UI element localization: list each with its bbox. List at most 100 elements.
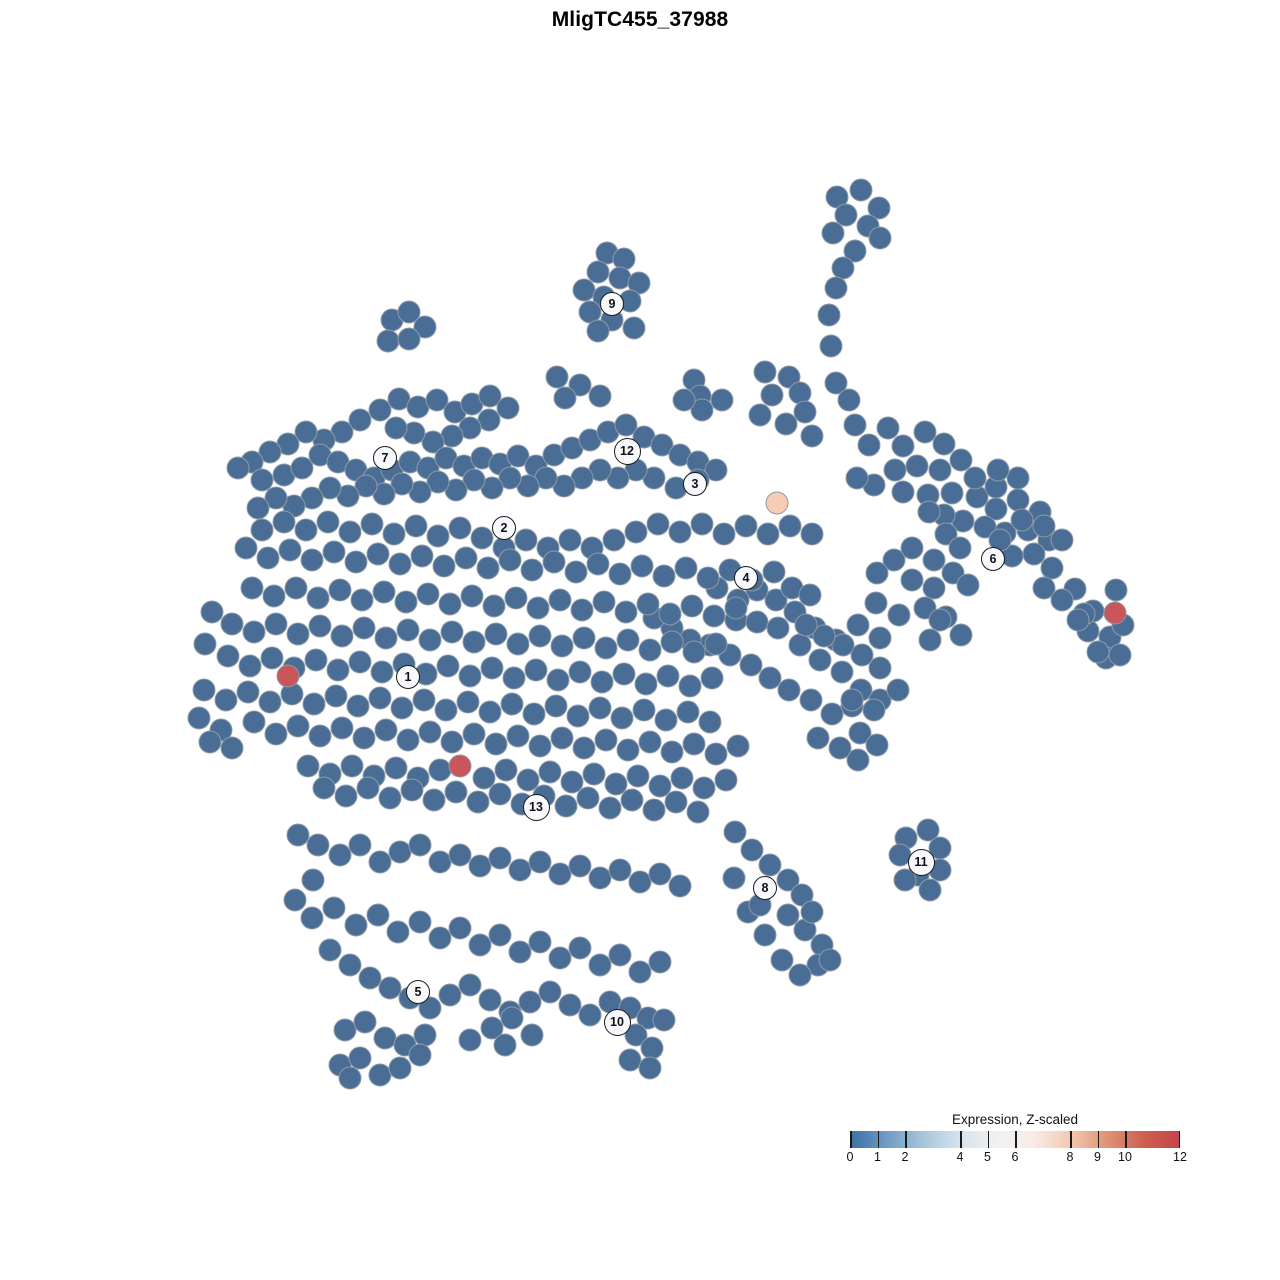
- data-point[interactable]: [568, 936, 592, 960]
- data-point[interactable]: [760, 383, 784, 407]
- data-point[interactable]: [484, 622, 508, 646]
- data-point[interactable]: [528, 850, 552, 874]
- data-point[interactable]: [550, 726, 574, 750]
- data-point[interactable]: [710, 388, 734, 412]
- data-point[interactable]: [776, 868, 800, 892]
- data-point[interactable]: [891, 434, 915, 458]
- data-point[interactable]: [370, 660, 394, 684]
- data-point[interactable]: [788, 963, 812, 987]
- data-point[interactable]: [350, 588, 374, 612]
- data-point[interactable]: [572, 736, 596, 760]
- data-point[interactable]: [658, 602, 682, 626]
- data-point[interactable]: [346, 694, 370, 718]
- data-point[interactable]: [828, 736, 852, 760]
- cluster-label-5[interactable]: 5: [406, 980, 430, 1004]
- data-point[interactable]: [384, 756, 408, 780]
- data-point[interactable]: [258, 690, 282, 714]
- data-point[interactable]: [638, 1056, 662, 1080]
- data-point[interactable]: [628, 960, 652, 984]
- data-point[interactable]: [843, 413, 867, 437]
- data-point[interactable]: [344, 550, 368, 574]
- data-point[interactable]: [843, 239, 867, 263]
- data-point[interactable]: [808, 648, 832, 672]
- data-point[interactable]: [624, 520, 648, 544]
- data-point[interactable]: [296, 754, 320, 778]
- data-point[interactable]: [306, 833, 330, 857]
- data-point[interactable]: [664, 790, 688, 814]
- data-point[interactable]: [612, 247, 636, 271]
- data-point[interactable]: [916, 818, 940, 842]
- data-point[interactable]: [868, 226, 892, 250]
- data-point[interactable]: [753, 923, 777, 947]
- data-point[interactable]: [272, 510, 296, 534]
- data-point[interactable]: [378, 786, 402, 810]
- data-point[interactable]: [821, 221, 845, 245]
- data-point[interactable]: [538, 760, 562, 784]
- data-point[interactable]: [660, 630, 684, 654]
- data-point[interactable]: [348, 833, 372, 857]
- cluster-label-3[interactable]: 3: [683, 472, 707, 496]
- data-point[interactable]: [554, 794, 578, 818]
- data-point[interactable]: [553, 386, 577, 410]
- data-point[interactable]: [949, 448, 973, 472]
- data-point[interactable]: [590, 670, 614, 694]
- data-point[interactable]: [586, 552, 610, 576]
- data-point[interactable]: [242, 620, 266, 644]
- cluster-label-13[interactable]: 13: [522, 793, 550, 821]
- cluster-label-1[interactable]: 1: [396, 665, 420, 689]
- data-point[interactable]: [308, 724, 332, 748]
- data-point[interactable]: [831, 633, 855, 657]
- data-point[interactable]: [819, 334, 843, 358]
- data-point[interactable]: [458, 664, 482, 688]
- data-point[interactable]: [256, 546, 280, 570]
- data-point[interactable]: [672, 388, 696, 412]
- data-point[interactable]: [582, 762, 606, 786]
- data-point[interactable]: [216, 644, 240, 668]
- data-point[interactable]: [488, 923, 512, 947]
- data-point[interactable]: [258, 440, 282, 464]
- data-point[interactable]: [568, 373, 592, 397]
- data-point[interactable]: [800, 900, 824, 924]
- data-point[interactable]: [640, 1036, 664, 1060]
- cluster-label-7[interactable]: 7: [373, 446, 397, 470]
- data-point[interactable]: [588, 866, 612, 890]
- data-point[interactable]: [638, 638, 662, 662]
- data-point[interactable]: [468, 933, 492, 957]
- data-point[interactable]: [648, 862, 672, 886]
- data-point[interactable]: [348, 1046, 372, 1070]
- data-point[interactable]: [776, 903, 800, 927]
- data-point[interactable]: [388, 1056, 412, 1080]
- data-point[interactable]: [857, 433, 881, 457]
- data-point[interactable]: [1022, 542, 1046, 566]
- data-point[interactable]: [630, 554, 654, 578]
- data-point[interactable]: [542, 550, 566, 574]
- data-point[interactable]: [488, 846, 512, 870]
- data-point[interactable]: [794, 613, 818, 637]
- data-point[interactable]: [830, 660, 854, 684]
- data-point[interactable]: [504, 586, 528, 610]
- data-point[interactable]: [682, 640, 706, 664]
- data-point[interactable]: [1010, 508, 1034, 532]
- data-point-highlighted[interactable]: [448, 754, 472, 778]
- data-point[interactable]: [834, 203, 858, 227]
- data-point[interactable]: [386, 920, 410, 944]
- data-point[interactable]: [360, 512, 384, 536]
- data-point[interactable]: [949, 623, 973, 647]
- data-point[interactable]: [867, 196, 891, 220]
- data-point[interactable]: [1050, 588, 1074, 612]
- data-point[interactable]: [526, 596, 550, 620]
- data-point[interactable]: [692, 776, 716, 800]
- data-point[interactable]: [928, 458, 952, 482]
- data-point[interactable]: [686, 800, 710, 824]
- data-point[interactable]: [344, 913, 368, 937]
- data-point[interactable]: [678, 674, 702, 698]
- data-point[interactable]: [1032, 576, 1056, 600]
- data-point[interactable]: [462, 468, 486, 492]
- data-point[interactable]: [560, 770, 584, 794]
- data-point[interactable]: [918, 878, 942, 902]
- data-point[interactable]: [226, 456, 250, 480]
- data-point[interactable]: [588, 953, 612, 977]
- data-point[interactable]: [408, 910, 432, 934]
- data-point[interactable]: [498, 548, 522, 572]
